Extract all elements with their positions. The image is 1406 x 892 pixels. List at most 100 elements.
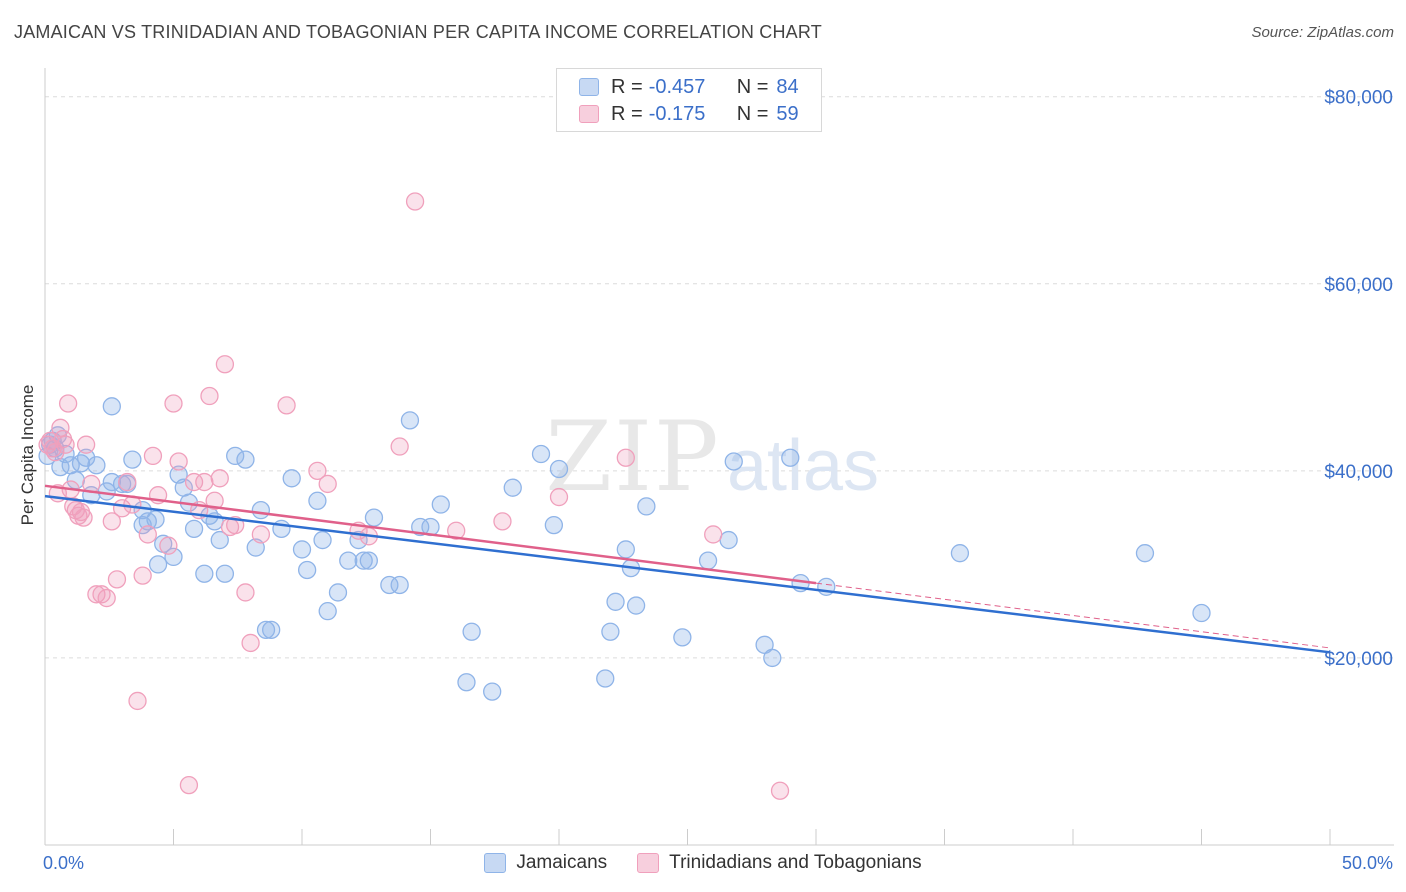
jamaican-point: [123, 450, 142, 469]
jamaican-point: [256, 620, 276, 640]
jamaican-point: [462, 622, 481, 641]
trinidadian-point: [87, 585, 106, 604]
trinidadian-point: [184, 472, 204, 492]
jamaican-point: [164, 547, 183, 567]
jamaican-point: [380, 575, 399, 595]
legend-r-label: R =: [611, 102, 643, 125]
trinidadian-point: [179, 775, 199, 795]
trinidadian-point: [215, 355, 235, 374]
y-tick-label: $80,000: [1324, 88, 1393, 109]
series-legend: Jamaicans Trinidadians and Tobagonians: [0, 852, 1406, 874]
trinidadian-point: [159, 536, 178, 555]
jamaican-point: [71, 454, 91, 473]
jamaican-point: [1192, 603, 1211, 623]
jamaican-point: [950, 544, 970, 563]
jamaican-point: [359, 551, 378, 570]
jamaican-point: [76, 448, 96, 467]
trinidadians-trend-extension: [815, 582, 1331, 649]
trinidadian-point: [143, 446, 163, 466]
jamaican-point: [102, 397, 121, 416]
trinidadian-point: [210, 469, 229, 488]
jamaican-point: [328, 583, 348, 602]
jamaican-point: [390, 575, 409, 595]
legend-r-value: -0.175: [648, 102, 706, 125]
trinidadian-point: [277, 396, 296, 415]
jamaican-point: [146, 510, 165, 529]
correlation-legend: R = -0.457 N = 84 R = -0.175 N = 59: [556, 68, 822, 132]
legend-swatch-pink: [637, 853, 660, 873]
legend-item-trinidadians[interactable]: Trinidadians and Tobagonians: [637, 852, 922, 874]
legend-label-trinidadians: Trinidadians and Tobagonians: [669, 852, 922, 873]
jamaican-point: [308, 491, 327, 510]
jamaican-point: [616, 540, 635, 559]
legend-n-label: N =: [736, 102, 769, 125]
legend-row-trinidadians: R = -0.175 N = 59: [579, 102, 799, 126]
trinidadian-point: [704, 525, 723, 544]
jamaican-point: [637, 497, 656, 516]
jamaican-point: [236, 450, 255, 469]
trinidadian-point: [169, 452, 188, 471]
trinidadian-point: [56, 435, 75, 454]
trinidadian-point: [549, 487, 569, 507]
trinidadian-point: [107, 570, 127, 589]
jamaican-point: [763, 648, 782, 668]
jamaican-point: [148, 555, 168, 574]
trinidadian-point: [390, 437, 409, 456]
trinidadian-point: [241, 633, 260, 653]
trinidadian-point: [308, 461, 327, 481]
trinidadian-point: [616, 448, 635, 467]
legend-swatch-pink: [579, 105, 599, 123]
trinidadian-point: [236, 583, 255, 602]
jamaican-point: [400, 411, 420, 430]
trinidadian-point: [164, 394, 183, 413]
trinidadians-trend-line: [44, 484, 817, 585]
jamaican-point: [698, 551, 718, 570]
x-tick-label: 50.0%: [1342, 853, 1393, 873]
jamaican-point: [215, 564, 235, 583]
jamaican-point: [195, 564, 214, 583]
trinidadian-point: [205, 491, 224, 510]
legend-n-label: N =: [736, 75, 769, 98]
trinidadian-point: [447, 521, 466, 540]
trinidadian-point: [200, 386, 219, 406]
jamaican-point: [719, 530, 738, 550]
trinidadian-point: [133, 566, 152, 585]
y-tick-label: $40,000: [1324, 462, 1393, 483]
jamaican-point: [1135, 544, 1155, 563]
jamaican-point: [781, 448, 800, 467]
jamaican-point: [626, 596, 646, 615]
jamaican-point: [483, 682, 502, 701]
legend-r-label: R =: [611, 75, 643, 98]
legend-label-jamaicans: Jamaicans: [516, 852, 608, 873]
trinidadian-point: [128, 691, 147, 711]
legend-swatch-blue: [484, 853, 507, 873]
chart-title: JAMAICAN VS TRINIDADIAN AND TOBAGONIAN P…: [14, 22, 822, 42]
jamaican-point: [210, 530, 229, 550]
jamaican-point: [226, 446, 245, 466]
jamaican-point: [87, 456, 106, 475]
watermark: ZIP atlas: [545, 401, 879, 513]
trinidadian-point: [76, 435, 96, 454]
trinidadian-point: [770, 781, 790, 800]
trend-lines: [44, 484, 1331, 654]
jamaican-point: [544, 515, 564, 535]
jamaican-point: [606, 592, 625, 611]
trinidadian-point: [138, 525, 157, 544]
jamaican-point: [364, 508, 384, 527]
legend-n-value: 59: [776, 102, 799, 125]
trinidadians-points: [38, 192, 790, 800]
y-tick-label: $20,000: [1324, 649, 1393, 670]
jamaican-point: [318, 602, 337, 621]
jamaican-point: [724, 452, 743, 471]
jamaican-point: [251, 500, 271, 520]
jamaican-point: [339, 551, 358, 570]
jamaican-point: [601, 622, 620, 641]
jamaican-point: [596, 669, 615, 688]
trinidadian-point: [118, 472, 137, 492]
jamaican-point: [292, 540, 312, 559]
x-tick-label: 0.0%: [43, 853, 84, 873]
jamaican-point: [313, 530, 332, 550]
grid-lines: [45, 96, 1394, 659]
legend-item-jamaicans[interactable]: Jamaicans: [484, 852, 607, 874]
legend-n-value: 84: [776, 75, 799, 98]
